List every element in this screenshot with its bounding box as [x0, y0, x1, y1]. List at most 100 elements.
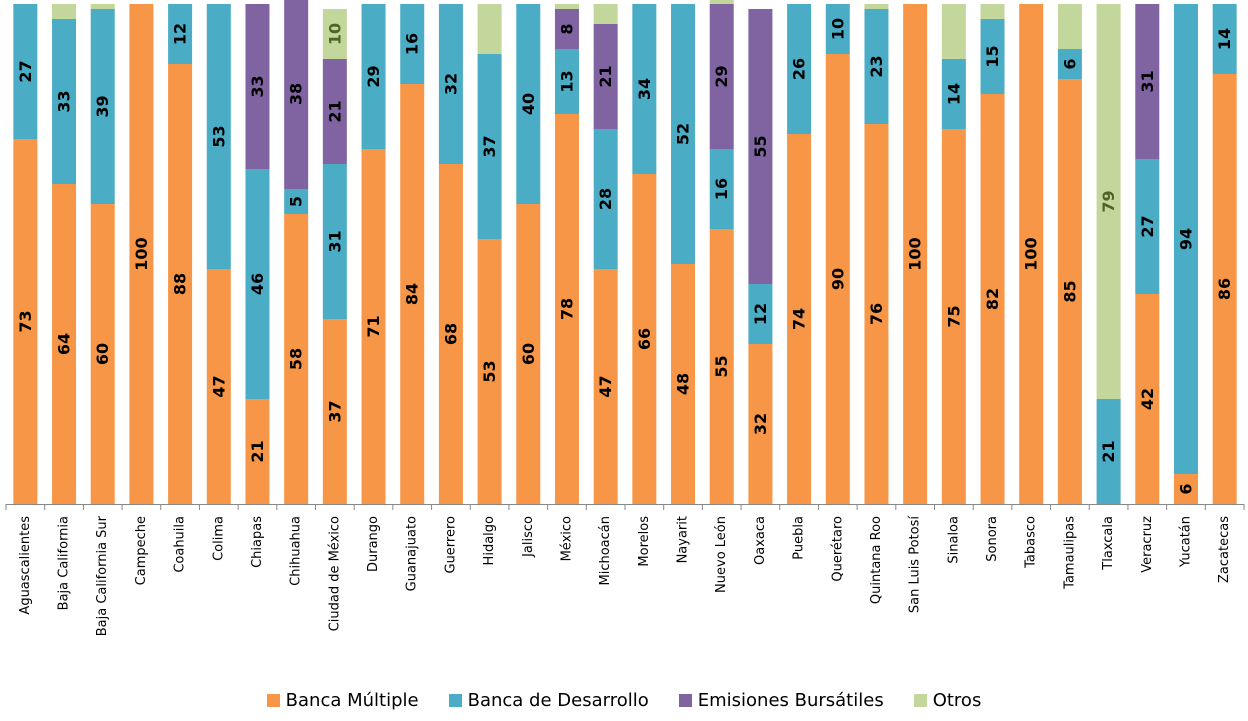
x-tick-label-veracruz: Veracruz: [1140, 516, 1155, 573]
bar-banca-multiple-ciudad-de-mexico: [322, 319, 347, 504]
bar-emisiones-bursatiles-mexico: [554, 9, 579, 49]
bar-banca-multiple-michoacan: [593, 269, 618, 504]
bar-otros-tamaulipas: [1057, 4, 1082, 49]
data-label-banca-multiple-oaxaca: 32: [751, 413, 770, 435]
bar-banca-de-desarrollo-yucatan: [1173, 4, 1198, 474]
x-tick-label-mexico: México: [559, 516, 574, 561]
x-tick-label-morelos: Morelos: [637, 516, 652, 567]
data-label-banca-de-desarrollo-ciudad-de-mexico: 31: [325, 230, 344, 252]
bar-banca-multiple-guerrero: [438, 164, 463, 504]
data-label-banca-de-desarrollo-nuevo-leon: 16: [712, 178, 731, 200]
legend-label-banca-multiple: Banca Múltiple: [285, 690, 419, 711]
legend-swatch-emisiones-bursatiles: [678, 694, 692, 707]
data-label-banca-de-desarrollo-yucatan: 94: [1176, 228, 1195, 250]
data-label-banca-de-desarrollo-tamaulipas: 6: [1060, 58, 1079, 69]
legend-label-emisiones-bursatiles: Emisiones Bursátiles: [697, 690, 884, 711]
bar-banca-multiple-colima: [206, 269, 231, 504]
data-label-banca-multiple-guerrero: 68: [441, 323, 460, 345]
data-label-banca-multiple-guanajuato: 84: [403, 283, 422, 305]
bar-banca-de-desarrollo-oaxaca: [748, 284, 773, 344]
bar-banca-multiple-baja-california: [52, 184, 77, 504]
bar-banca-multiple-veracruz: [1135, 294, 1160, 504]
bar-banca-multiple-san-luis-potosi: [903, 4, 928, 504]
x-tick-label-tlaxcala: Tlaxcala: [1101, 516, 1116, 571]
x-tick-label-zacatecas: Zacatecas: [1217, 516, 1232, 583]
bar-banca-multiple-mexico: [554, 114, 579, 504]
bar-emisiones-bursatiles-oaxaca: [748, 9, 773, 284]
legend-item-banca-multiple: Banca Múltiple: [266, 690, 419, 711]
bar-otros-nuevo-leon: [709, 0, 734, 4]
bar-banca-multiple-nayarit: [671, 264, 696, 504]
bar-emisiones-bursatiles-ciudad-de-mexico: [322, 59, 347, 164]
data-label-banca-multiple-queretaro: 90: [828, 268, 847, 290]
x-tick-label-queretaro: Querétaro: [830, 516, 845, 582]
bar-banca-multiple-chiapas: [245, 399, 270, 504]
data-label-banca-multiple-puebla: 74: [790, 308, 809, 330]
bar-banca-de-desarrollo-morelos: [632, 4, 657, 174]
data-label-emisiones-bursatiles-chiapas: 33: [248, 75, 267, 97]
data-label-otros-ciudad-de-mexico: 10: [325, 23, 344, 45]
bar-banca-multiple-oaxaca: [748, 344, 773, 504]
data-label-banca-de-desarrollo-oaxaca: 12: [751, 303, 770, 325]
bar-banca-de-desarrollo-chiapas: [245, 169, 270, 399]
bar-banca-de-desarrollo-nayarit: [671, 4, 696, 264]
data-label-banca-multiple-jalisco: 60: [519, 343, 538, 365]
data-label-banca-multiple-coahuila: 88: [171, 273, 190, 295]
data-label-banca-de-desarrollo-chihuahua: 5: [287, 196, 306, 207]
bar-banca-de-desarrollo-aguascalientes: [13, 4, 38, 139]
bar-banca-multiple-zacatecas: [1212, 74, 1237, 504]
data-label-banca-multiple-yucatan: 6: [1176, 483, 1195, 494]
x-tick-label-michoacan: Michoacán: [598, 516, 613, 586]
data-label-banca-de-desarrollo-puebla: 26: [790, 58, 809, 80]
x-tick-label-hidalgo: Hidalgo: [482, 516, 497, 565]
data-label-banca-multiple-tabasco: 100: [1022, 237, 1041, 270]
data-label-banca-de-desarrollo-baja-california-sur: 39: [93, 95, 112, 117]
bar-banca-multiple-sinaloa: [941, 129, 966, 504]
bar-banca-multiple-campeche: [129, 4, 154, 504]
data-label-banca-de-desarrollo-queretaro: 10: [828, 18, 847, 40]
data-label-banca-de-desarrollo-zacatecas: 14: [1215, 28, 1234, 50]
data-label-banca-multiple-tamaulipas: 85: [1060, 280, 1079, 302]
bar-banca-de-desarrollo-coahuila: [168, 4, 193, 64]
data-label-banca-multiple-veracruz: 42: [1138, 388, 1157, 410]
bar-banca-de-desarrollo-michoacan: [593, 129, 618, 269]
data-label-banca-de-desarrollo-tlaxcala: 21: [1099, 440, 1118, 462]
x-tick-label-ciudad-de-mexico: Ciudad de México: [327, 516, 342, 631]
data-label-emisiones-bursatiles-nuevo-leon: 29: [712, 65, 731, 87]
bar-banca-multiple-coahuila: [168, 64, 193, 504]
bar-banca-de-desarrollo-veracruz: [1135, 159, 1160, 294]
bar-banca-de-desarrollo-tamaulipas: [1057, 49, 1082, 79]
bar-otros-sonora: [980, 4, 1005, 19]
data-label-banca-multiple-morelos: 66: [635, 328, 654, 350]
data-label-banca-de-desarrollo-michoacan: 28: [596, 188, 615, 210]
bar-banca-de-desarrollo-zacatecas: [1212, 4, 1237, 74]
bar-banca-multiple-nuevo-leon: [709, 229, 734, 504]
data-label-banca-multiple-nuevo-leon: 55: [712, 355, 731, 377]
bar-otros-sinaloa: [941, 4, 966, 59]
bar-banca-multiple-hidalgo: [477, 239, 502, 504]
chart-legend: Banca Múltiple Banca de Desarrollo Emision…: [0, 690, 1248, 711]
data-label-banca-de-desarrollo-chiapas: 46: [248, 273, 267, 295]
data-label-banca-de-desarrollo-baja-california: 33: [55, 90, 74, 112]
data-label-banca-de-desarrollo-sonora: 15: [983, 45, 1002, 67]
x-tick-label-sinaloa: Sinaloa: [946, 516, 961, 564]
bar-otros-tlaxcala: [1096, 4, 1121, 399]
data-label-banca-multiple-chihuahua: 58: [287, 348, 306, 370]
x-tick-label-quintana-roo: Quintana Roo: [869, 516, 884, 604]
x-tick-label-nayarit: Nayarit: [676, 516, 691, 563]
x-tick-label-jalisco: Jalisco: [521, 516, 536, 558]
data-label-banca-multiple-quintana-roo: 76: [867, 303, 886, 325]
data-label-banca-multiple-campeche: 100: [132, 237, 151, 270]
bar-banca-multiple-sonora: [980, 94, 1005, 504]
bar-banca-multiple-tamaulipas: [1057, 79, 1082, 504]
x-tick-label-sonora: Sonora: [985, 516, 1000, 562]
bar-banca-de-desarrollo-jalisco: [516, 4, 541, 204]
chart-canvas: 7327643360391008812475321463358538373121…: [5, 0, 1245, 636]
data-label-banca-de-desarrollo-sinaloa: 14: [944, 83, 963, 105]
data-label-emisiones-bursatiles-veracruz: 31: [1138, 70, 1157, 92]
data-label-banca-multiple-san-luis-potosi: 100: [906, 237, 925, 270]
bar-banca-multiple-queretaro: [825, 54, 850, 504]
bar-banca-de-desarrollo-sinaloa: [941, 59, 966, 129]
data-label-banca-multiple-durango: 71: [364, 315, 383, 337]
